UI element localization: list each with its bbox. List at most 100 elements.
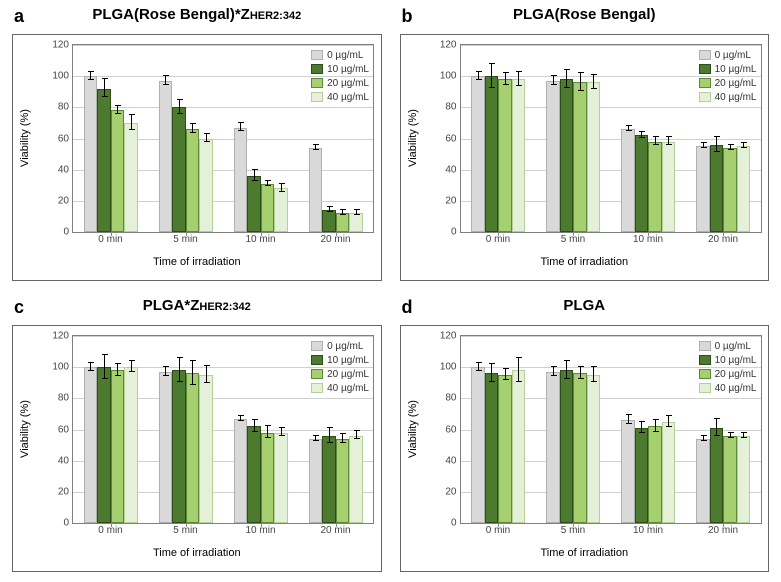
error-bar (131, 114, 132, 130)
panel-b: bPLGA(Rose Bengal)0204060801001200 min5 … (400, 6, 770, 281)
error-bar (628, 125, 629, 131)
x-tick (111, 523, 112, 527)
error-bar (329, 206, 330, 212)
bar (172, 107, 186, 232)
x-tick (648, 232, 649, 236)
legend-label: 20 µg/mL (327, 78, 369, 89)
legend-item: 10 µg/mL (311, 62, 369, 76)
bar (274, 188, 288, 232)
legend-item: 0 µg/mL (699, 339, 757, 353)
legend: 0 µg/mL10 µg/mL20 µg/mL40 µg/mL (311, 48, 369, 104)
error-bar (131, 360, 132, 372)
error-bar (593, 74, 594, 90)
legend-swatch (699, 383, 711, 393)
error-bar (165, 366, 166, 375)
y-tick-label: 60 (433, 424, 461, 435)
bar (485, 76, 499, 232)
legend-item: 40 µg/mL (311, 90, 369, 104)
error-bar (641, 131, 642, 137)
legend-label: 0 µg/mL (327, 341, 363, 352)
bar (274, 433, 288, 523)
error-bar (281, 427, 282, 436)
bar (662, 422, 676, 523)
bar (111, 370, 125, 523)
x-tick (261, 523, 262, 527)
bar (234, 419, 248, 523)
figure-grid: aPLGA(Rose Bengal)*ZHER2:342020406080100… (0, 0, 781, 582)
legend-item: 40 µg/mL (699, 90, 757, 104)
error-bar (179, 99, 180, 115)
y-tick-label: 20 (433, 195, 461, 206)
panel-header: dPLGA (400, 297, 770, 323)
x-tick (498, 232, 499, 236)
error-bar (668, 136, 669, 145)
legend-label: 40 µg/mL (715, 92, 757, 103)
legend-label: 10 µg/mL (715, 355, 757, 366)
y-tick-label: 40 (45, 164, 73, 175)
y-tick-label: 100 (433, 362, 461, 373)
error-bar (703, 435, 704, 441)
legend-swatch (311, 92, 323, 102)
legend-swatch (699, 369, 711, 379)
bar (172, 370, 186, 523)
y-tick-label: 40 (433, 455, 461, 466)
legend-label: 0 µg/mL (715, 50, 751, 61)
bar (723, 436, 737, 523)
error-bar (668, 415, 669, 427)
error-bar (342, 209, 343, 215)
x-tick (573, 232, 574, 236)
bar (97, 367, 111, 523)
error-bar (716, 418, 717, 437)
y-tick-label: 20 (45, 195, 73, 206)
x-tick (723, 232, 724, 236)
y-tick-label: 100 (433, 71, 461, 82)
legend-item: 20 µg/mL (699, 367, 757, 381)
y-tick-label: 40 (45, 455, 73, 466)
gridline (461, 336, 761, 337)
error-bar (117, 363, 118, 375)
plot-area: 0204060801001200 min5 min10 min20 min0 µ… (72, 335, 374, 524)
bar (124, 123, 138, 232)
bar (247, 176, 261, 232)
bar (336, 439, 350, 523)
x-tick (186, 523, 187, 527)
gridline (461, 45, 761, 46)
legend-label: 20 µg/mL (715, 78, 757, 89)
bar (336, 213, 350, 232)
gridline (73, 336, 373, 337)
bar (186, 373, 200, 523)
y-tick-label: 40 (433, 164, 461, 175)
y-tick-label: 60 (45, 133, 73, 144)
y-tick-label: 120 (45, 40, 73, 51)
legend-swatch (699, 50, 711, 60)
bar (498, 375, 512, 523)
bar (621, 420, 635, 523)
bar (186, 129, 200, 232)
legend-label: 40 µg/mL (327, 383, 369, 394)
bar (546, 81, 560, 232)
chart-frame: 0204060801001200 min5 min10 min20 min0 µ… (12, 325, 382, 572)
error-bar (491, 363, 492, 382)
bar (261, 184, 275, 232)
bar (199, 139, 213, 233)
bar (648, 426, 662, 523)
y-axis-title: Viability (%) (19, 109, 31, 167)
legend-item: 0 µg/mL (699, 48, 757, 62)
x-tick (723, 523, 724, 527)
legend-label: 20 µg/mL (327, 369, 369, 380)
error-bar (240, 122, 241, 131)
error-bar (580, 366, 581, 378)
legend-swatch (311, 78, 323, 88)
y-tick-label: 120 (433, 331, 461, 342)
bar (124, 367, 138, 523)
legend: 0 µg/mL10 µg/mL20 µg/mL40 µg/mL (699, 48, 757, 104)
bar (512, 79, 526, 232)
error-bar (267, 180, 268, 186)
error-bar (491, 63, 492, 88)
bar (696, 146, 710, 232)
x-tick (111, 232, 112, 236)
error-bar (329, 427, 330, 443)
bar (349, 213, 363, 232)
legend-label: 10 µg/mL (327, 355, 369, 366)
bar (84, 367, 98, 523)
